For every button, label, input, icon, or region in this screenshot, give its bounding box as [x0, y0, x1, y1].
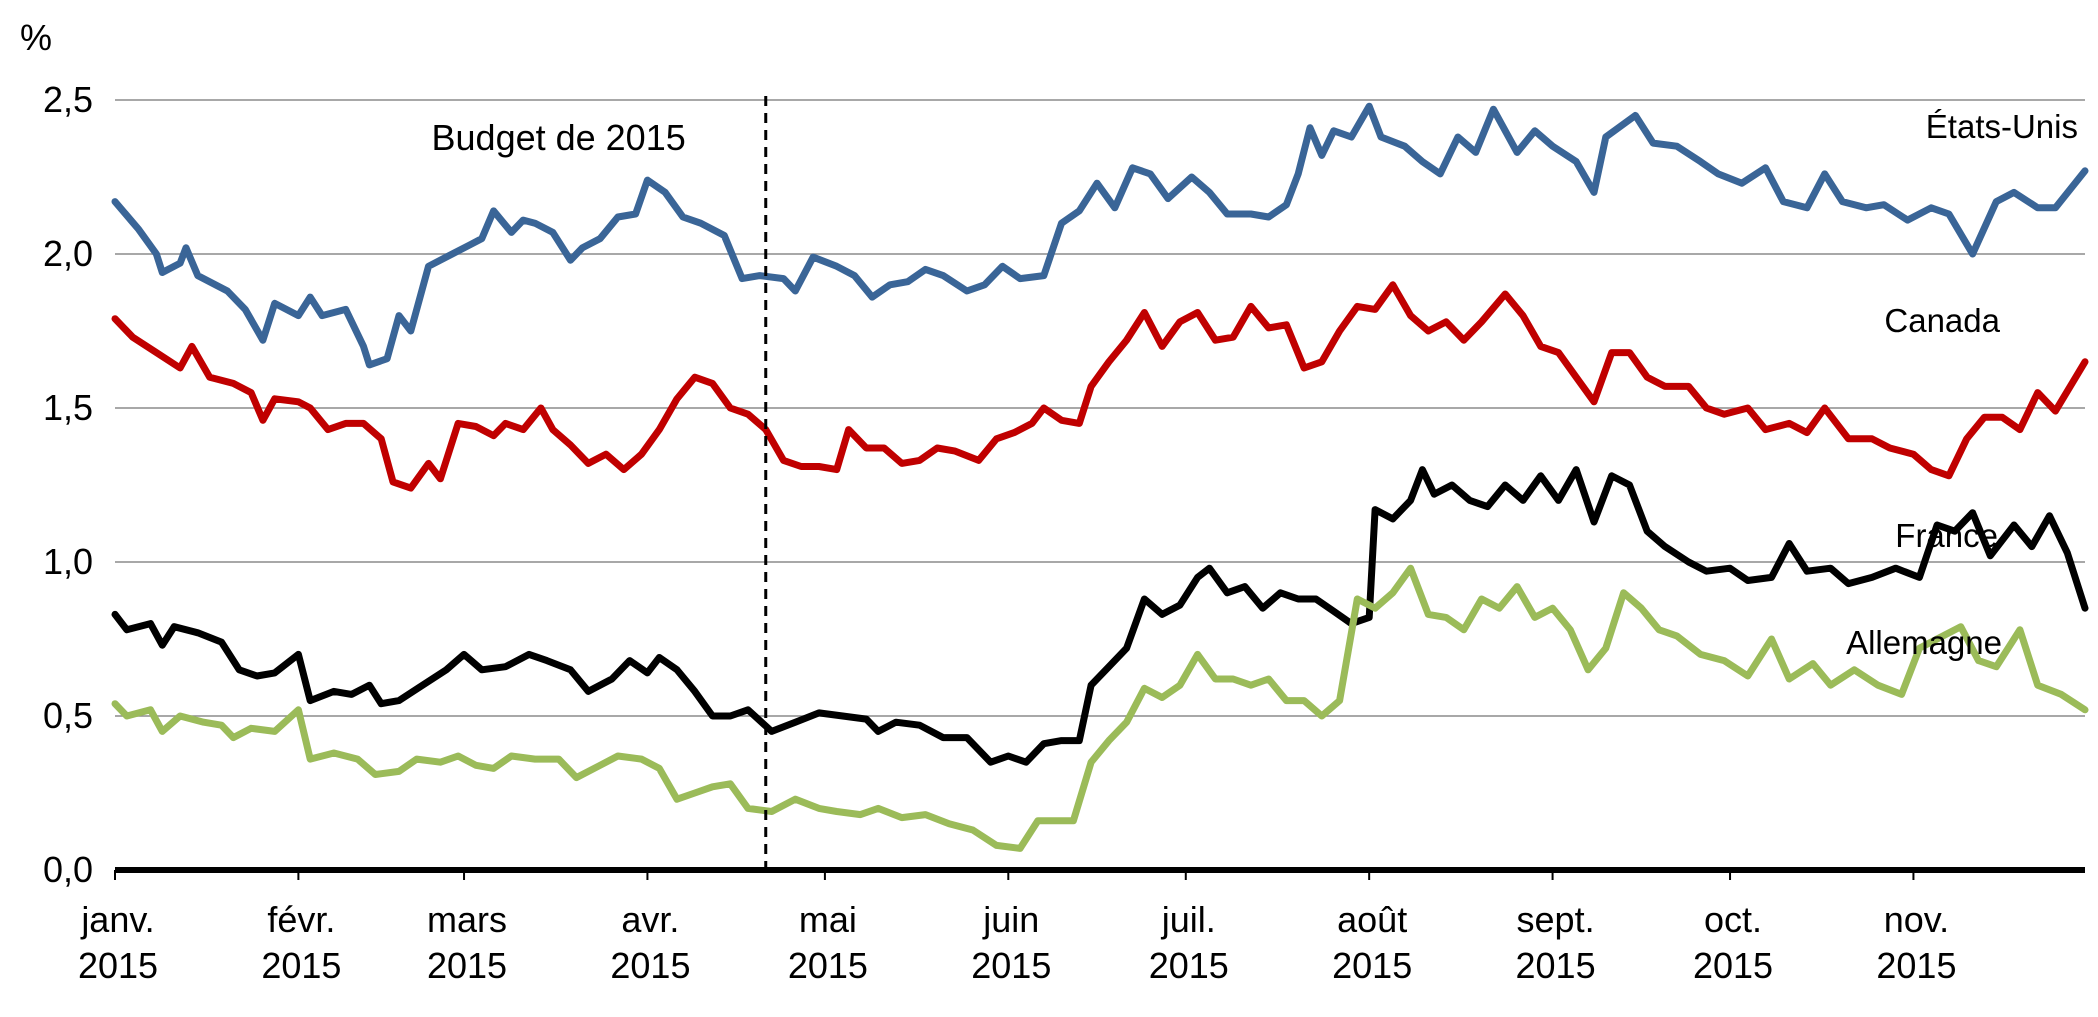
series-label: Canada [1884, 302, 2000, 339]
x-tick-month-label: janv. [80, 899, 154, 940]
x-tick-month-label: août [1337, 899, 1407, 940]
x-tick-year-label: 2015 [610, 945, 690, 986]
x-tick-month-label: nov. [1884, 899, 1949, 940]
x-tick-month-label: avr. [621, 899, 679, 940]
y-axis-unit-label: % [20, 17, 52, 58]
x-tick-year-label: 2015 [1516, 945, 1596, 986]
x-tick-year-label: 2015 [427, 945, 507, 986]
annotations: Budget de 2015 [432, 96, 768, 875]
y-tick-label: 2,5 [43, 79, 93, 120]
x-tick-year-label: 2015 [788, 945, 868, 986]
x-tick-month-label: oct. [1704, 899, 1762, 940]
x-tick-month-label: mai [799, 899, 857, 940]
x-tick-month-label: juil. [1161, 899, 1216, 940]
series-line [111, 281, 2089, 492]
series-line [111, 102, 2089, 369]
gridlines [115, 99, 2085, 717]
budget-annotation-label: Budget de 2015 [432, 117, 686, 158]
x-tick-month-label: mars [427, 899, 507, 940]
x-tick-year-label: 2015 [1149, 945, 1229, 986]
y-tick-label: 0,5 [43, 695, 93, 736]
x-tick-year-label: 2015 [1332, 945, 1412, 986]
x-tick-year-label: 2015 [1693, 945, 1773, 986]
series-label: France [1895, 517, 1998, 554]
x-tick-month-label: févr. [267, 899, 335, 940]
y-tick-label: 1,0 [43, 541, 93, 582]
series-lines: États-Unis Canada France Allemagne [111, 102, 2089, 852]
y-tick-label: 2,0 [43, 233, 93, 274]
y-tick-label: 0,0 [43, 849, 93, 890]
series-line [111, 564, 2089, 852]
x-tick-month-label: juin [982, 899, 1039, 940]
x-axis-ticks: janv. 2015 févr. 2015 mars 2015 avr. 2015 mai 201… [78, 870, 1956, 986]
x-tick-month-label: sept. [1517, 899, 1595, 940]
x-tick-year-label: 2015 [261, 945, 341, 986]
x-tick-year-label: 2015 [971, 945, 1051, 986]
series-label: Allemagne [1846, 624, 2002, 661]
x-tick-year-label: 2015 [1876, 945, 1956, 986]
x-tick-year-label: 2015 [78, 945, 158, 986]
series-label: États-Unis [1926, 108, 2078, 145]
series-line [111, 466, 2089, 766]
y-axis-ticks: 0,0 0,5 1,0 1,5 2,0 2,5 [43, 79, 93, 890]
y-tick-label: 1,5 [43, 387, 93, 428]
